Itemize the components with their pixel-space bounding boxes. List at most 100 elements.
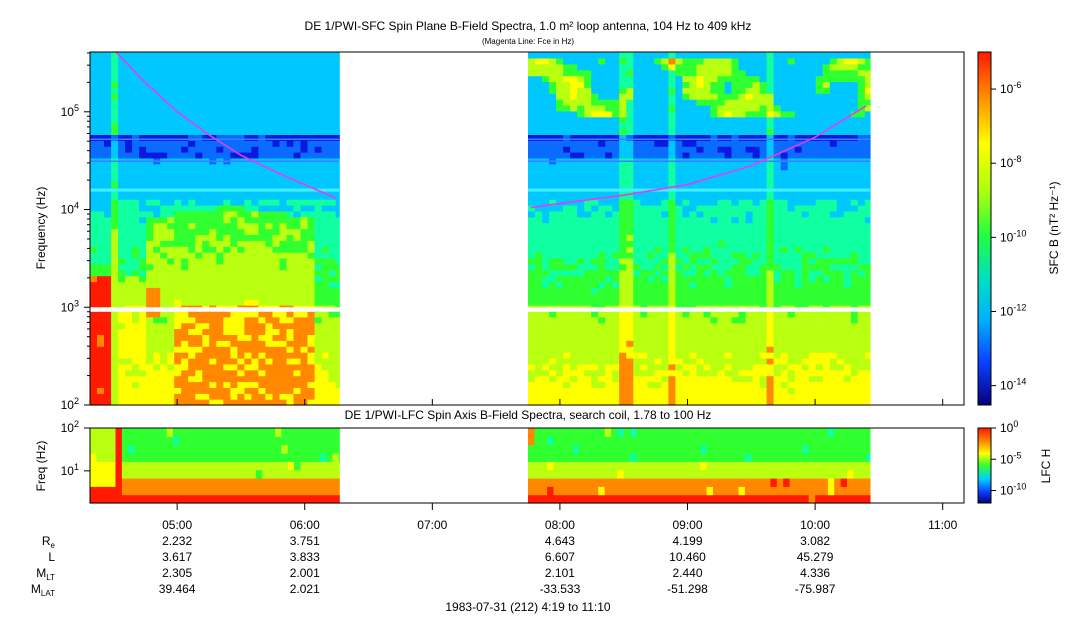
sfc-cell	[668, 222, 676, 230]
sfc-cell	[146, 387, 154, 394]
sfc-cell	[759, 99, 768, 106]
sfc-cell	[675, 275, 683, 283]
sfc-cell	[230, 357, 238, 365]
sfc-cell	[146, 140, 154, 147]
sfc-cell	[265, 216, 273, 224]
sfc-cell	[815, 216, 824, 224]
sfc-cell	[293, 387, 302, 394]
sfc-cell	[535, 63, 543, 71]
sfc-cell	[668, 234, 676, 241]
sfc-cell	[577, 116, 585, 124]
sfc-cell	[710, 328, 719, 335]
sfc-cell	[577, 93, 585, 100]
sfc-cell	[780, 199, 789, 206]
sfc-cell	[335, 246, 340, 253]
sfc-cell	[724, 228, 733, 235]
sfc-cell	[752, 275, 761, 283]
sfc-cell	[598, 352, 606, 359]
sfc-cell	[668, 257, 676, 265]
sfc-cell	[335, 69, 340, 77]
sfc-cell	[223, 110, 231, 118]
sfc-cell	[97, 346, 105, 353]
sfc-cell	[153, 110, 161, 118]
sfc-cell	[584, 381, 592, 388]
sfc-cell	[104, 175, 112, 182]
sfc-cell	[710, 193, 719, 200]
sfc-cell	[563, 193, 571, 200]
sfc-cell	[724, 281, 733, 288]
sfc-cell	[626, 234, 634, 241]
sfc-cell	[549, 240, 557, 247]
sfc-cell	[125, 246, 133, 253]
sfc-cell	[801, 322, 810, 330]
sfc-cell	[139, 193, 147, 200]
sfc-gap	[104, 307, 112, 312]
sfc-cell	[279, 334, 288, 341]
sfc-cell	[167, 287, 175, 294]
sfc-cell	[731, 63, 740, 71]
sfc-cell	[153, 57, 161, 65]
sfc-cell	[759, 75, 768, 82]
sfc-cell	[605, 146, 613, 153]
sfc-cell	[223, 352, 231, 359]
sfc-cell	[717, 81, 726, 88]
sfc-cell	[682, 210, 690, 218]
sfc-cell	[321, 116, 330, 124]
sfc-cell	[766, 146, 775, 153]
sfc-cell	[787, 369, 796, 377]
sfc-cell	[279, 181, 288, 188]
sfc-cell	[528, 99, 536, 106]
sfc-cell	[286, 87, 295, 94]
sfc-cell	[626, 387, 634, 394]
sfc-cell	[633, 93, 641, 100]
sfc-cell	[181, 146, 189, 153]
sfc-cell	[202, 381, 210, 388]
sfc-cell	[689, 216, 697, 224]
sfc-cell	[549, 116, 557, 124]
sfc-cell	[542, 87, 550, 94]
sfc-cell	[689, 281, 697, 288]
sfc-cell	[321, 216, 330, 224]
sfc-cell	[577, 363, 585, 371]
sfc-cell	[202, 52, 210, 59]
sfc-cell	[773, 181, 782, 188]
sfc-cell	[612, 322, 620, 330]
sfc-cell	[146, 252, 154, 259]
sfc-cell	[300, 257, 309, 265]
sfc-cell	[724, 163, 733, 171]
sfc-cell	[843, 122, 852, 130]
sfc-cell	[216, 116, 224, 124]
sfc-cell	[335, 134, 340, 141]
sfc-cell	[188, 222, 196, 230]
sfc-cell	[738, 346, 747, 353]
sfc-cell	[710, 87, 719, 94]
sfc-cell	[738, 134, 747, 141]
sfc-cell	[766, 352, 775, 359]
sfc-cell	[104, 316, 112, 324]
sfc-cell	[286, 152, 295, 159]
sfc-cell	[111, 75, 119, 82]
sfc-cell	[647, 69, 655, 77]
sfc-cell	[118, 175, 126, 182]
sfc-cell	[801, 246, 810, 253]
sfc-cell	[661, 263, 669, 271]
sfc-cell	[633, 193, 641, 200]
sfc-cell	[717, 322, 726, 330]
sfc-cell	[710, 81, 719, 88]
sfc-cell	[535, 110, 543, 118]
sfc-cell	[104, 63, 112, 71]
sfc-cell	[139, 69, 147, 77]
sfc-cell	[97, 310, 105, 318]
sfc-cell	[549, 57, 557, 65]
sfc-cell	[97, 104, 105, 112]
sfc-cell	[661, 393, 669, 400]
sfc-cell	[335, 63, 340, 71]
sfc-cell	[167, 369, 175, 377]
sfc-cell	[174, 81, 182, 88]
sfc-cell	[118, 252, 126, 259]
sfc-cell	[542, 116, 550, 124]
sfc-cell	[125, 210, 133, 218]
sfc-cell	[188, 122, 196, 130]
sfc-cell	[710, 234, 719, 241]
sfc-cell	[577, 352, 585, 359]
